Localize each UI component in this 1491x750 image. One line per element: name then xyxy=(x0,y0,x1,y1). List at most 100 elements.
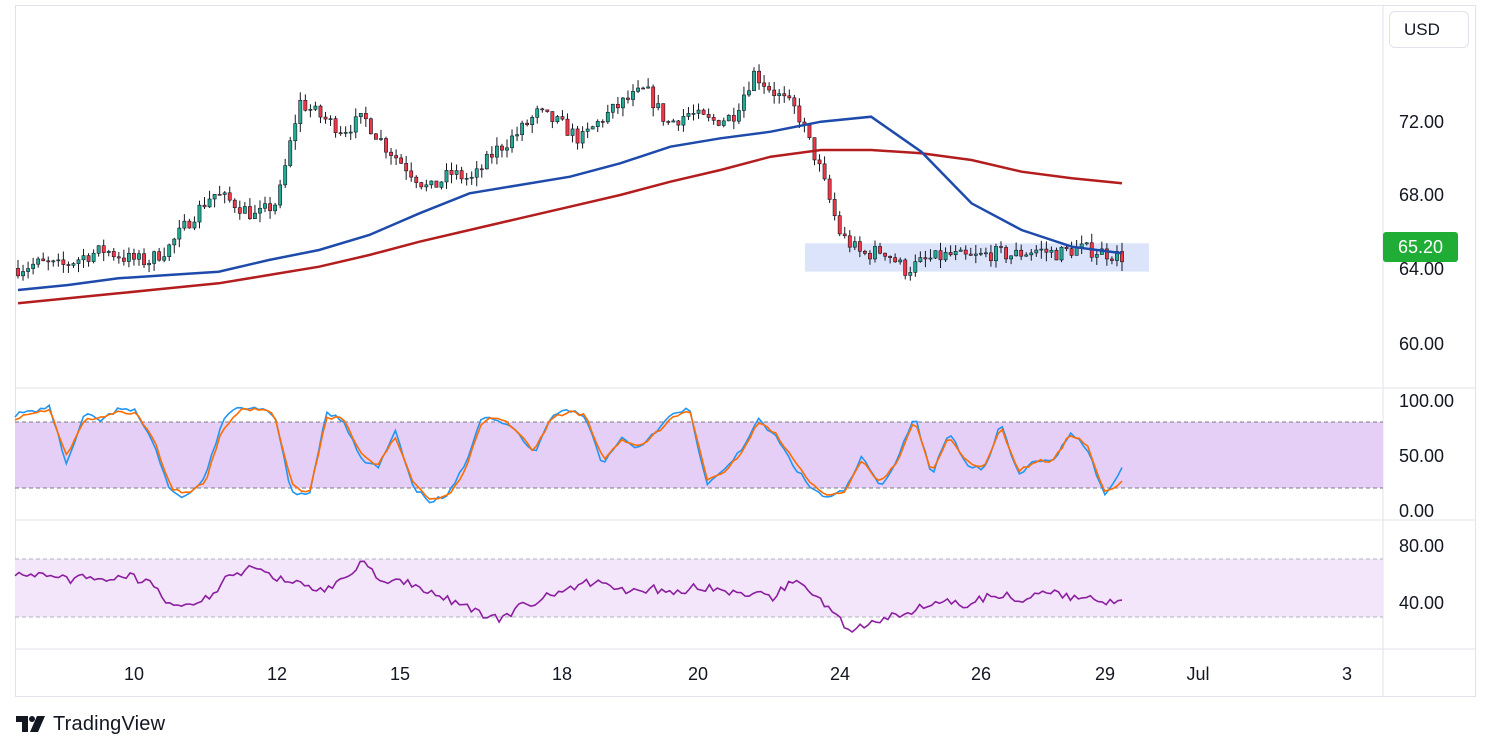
candle-body xyxy=(71,263,76,266)
candle-body xyxy=(1120,251,1124,263)
candle-body xyxy=(1034,249,1039,254)
candle-body xyxy=(535,108,540,118)
candle-body xyxy=(227,192,232,201)
currency-selector[interactable]: USD xyxy=(1389,11,1469,48)
candle-body xyxy=(540,108,545,111)
candle-body xyxy=(530,117,535,126)
candle-body xyxy=(379,138,383,140)
candle-body xyxy=(414,176,419,183)
candle-body xyxy=(1079,243,1084,248)
candle-body xyxy=(973,253,978,256)
candle-body xyxy=(994,246,998,262)
candle-body xyxy=(1084,242,1089,245)
candle-body xyxy=(111,251,116,258)
x-tick-29: 29 xyxy=(1095,664,1115,684)
candle-body xyxy=(474,168,479,178)
candle-body xyxy=(454,170,459,175)
candle-body xyxy=(328,118,333,120)
candle-body xyxy=(212,194,217,200)
candle-body xyxy=(822,163,827,180)
candle-body xyxy=(288,140,293,166)
candle-body xyxy=(772,89,777,96)
x-tick-18: 18 xyxy=(552,664,572,684)
candle-body xyxy=(852,241,857,248)
candle-body xyxy=(1004,247,1008,260)
candle-body xyxy=(706,114,711,118)
candle-body xyxy=(56,259,61,262)
candle-body xyxy=(469,176,474,179)
candle-body xyxy=(1069,248,1074,256)
candle-body xyxy=(1029,252,1034,256)
candle-body xyxy=(742,94,746,111)
stoch-tick-100: 100.00 xyxy=(1399,391,1454,411)
candle-body xyxy=(338,132,343,135)
candle-body xyxy=(661,103,666,122)
candle-body xyxy=(747,90,751,96)
candle-body xyxy=(631,91,635,100)
candle-body xyxy=(883,252,887,257)
tradingview-logo-icon xyxy=(16,716,45,732)
stoch-tick-50: 50.00 xyxy=(1399,446,1444,466)
candle-body xyxy=(303,99,308,111)
candle-body xyxy=(696,109,701,114)
candle-body xyxy=(96,245,101,254)
candle-body xyxy=(903,259,908,276)
brand-logo[interactable]: TradingView xyxy=(16,712,165,736)
x-tick-jul: Jul xyxy=(1186,664,1209,684)
candle-body xyxy=(46,260,51,263)
candle-body xyxy=(162,256,167,261)
rsi-tick-80: 80.00 xyxy=(1399,536,1444,556)
candle-body xyxy=(999,246,1003,248)
candle-body xyxy=(827,178,832,200)
candle-body xyxy=(76,259,81,264)
candle-body xyxy=(847,235,852,248)
candle-body xyxy=(807,124,812,138)
candle-body xyxy=(681,116,686,126)
candle-body xyxy=(978,252,983,255)
candle-body xyxy=(489,153,494,158)
candle-body xyxy=(182,220,187,229)
candle-body xyxy=(484,153,489,170)
candle-body xyxy=(757,70,761,84)
candle-body xyxy=(1059,246,1064,261)
candle-body xyxy=(676,120,681,126)
ma-slow-line xyxy=(17,148,1123,305)
candle-body xyxy=(278,184,283,206)
candle-body xyxy=(701,109,706,115)
candle-body xyxy=(898,259,903,263)
candle-body xyxy=(1024,254,1029,257)
x-tick-12: 12 xyxy=(267,664,287,684)
x-tick-3: 3 xyxy=(1342,664,1352,684)
candle-body xyxy=(157,251,162,261)
candle-body xyxy=(434,180,439,188)
candle-body xyxy=(555,116,560,123)
candle-body xyxy=(726,115,731,122)
candle-body xyxy=(293,123,298,142)
candle-body xyxy=(736,110,741,122)
candle-body xyxy=(626,97,630,100)
candle-body xyxy=(1039,248,1044,251)
ma-fast-line xyxy=(17,115,1123,292)
candle-body xyxy=(439,181,444,188)
candle-body xyxy=(1064,246,1069,249)
x-tick-24: 24 xyxy=(830,664,850,684)
candle-body xyxy=(832,199,837,217)
candle-body xyxy=(409,170,414,178)
candle-body xyxy=(958,249,963,252)
candle-body xyxy=(394,155,398,159)
candle-body xyxy=(142,253,146,266)
candle-body xyxy=(777,93,782,96)
candle-body xyxy=(878,246,882,254)
candle-body xyxy=(550,111,555,123)
candle-body xyxy=(691,113,696,115)
candle-body xyxy=(963,249,968,255)
candle-body xyxy=(857,241,862,252)
rsi-line xyxy=(14,560,1123,634)
rsi-tick-40: 40.00 xyxy=(1399,593,1444,613)
candle-body xyxy=(81,255,86,261)
candle-body xyxy=(374,133,378,140)
candle-body xyxy=(983,252,988,255)
candle-body xyxy=(258,207,262,214)
candle-body xyxy=(520,122,525,135)
